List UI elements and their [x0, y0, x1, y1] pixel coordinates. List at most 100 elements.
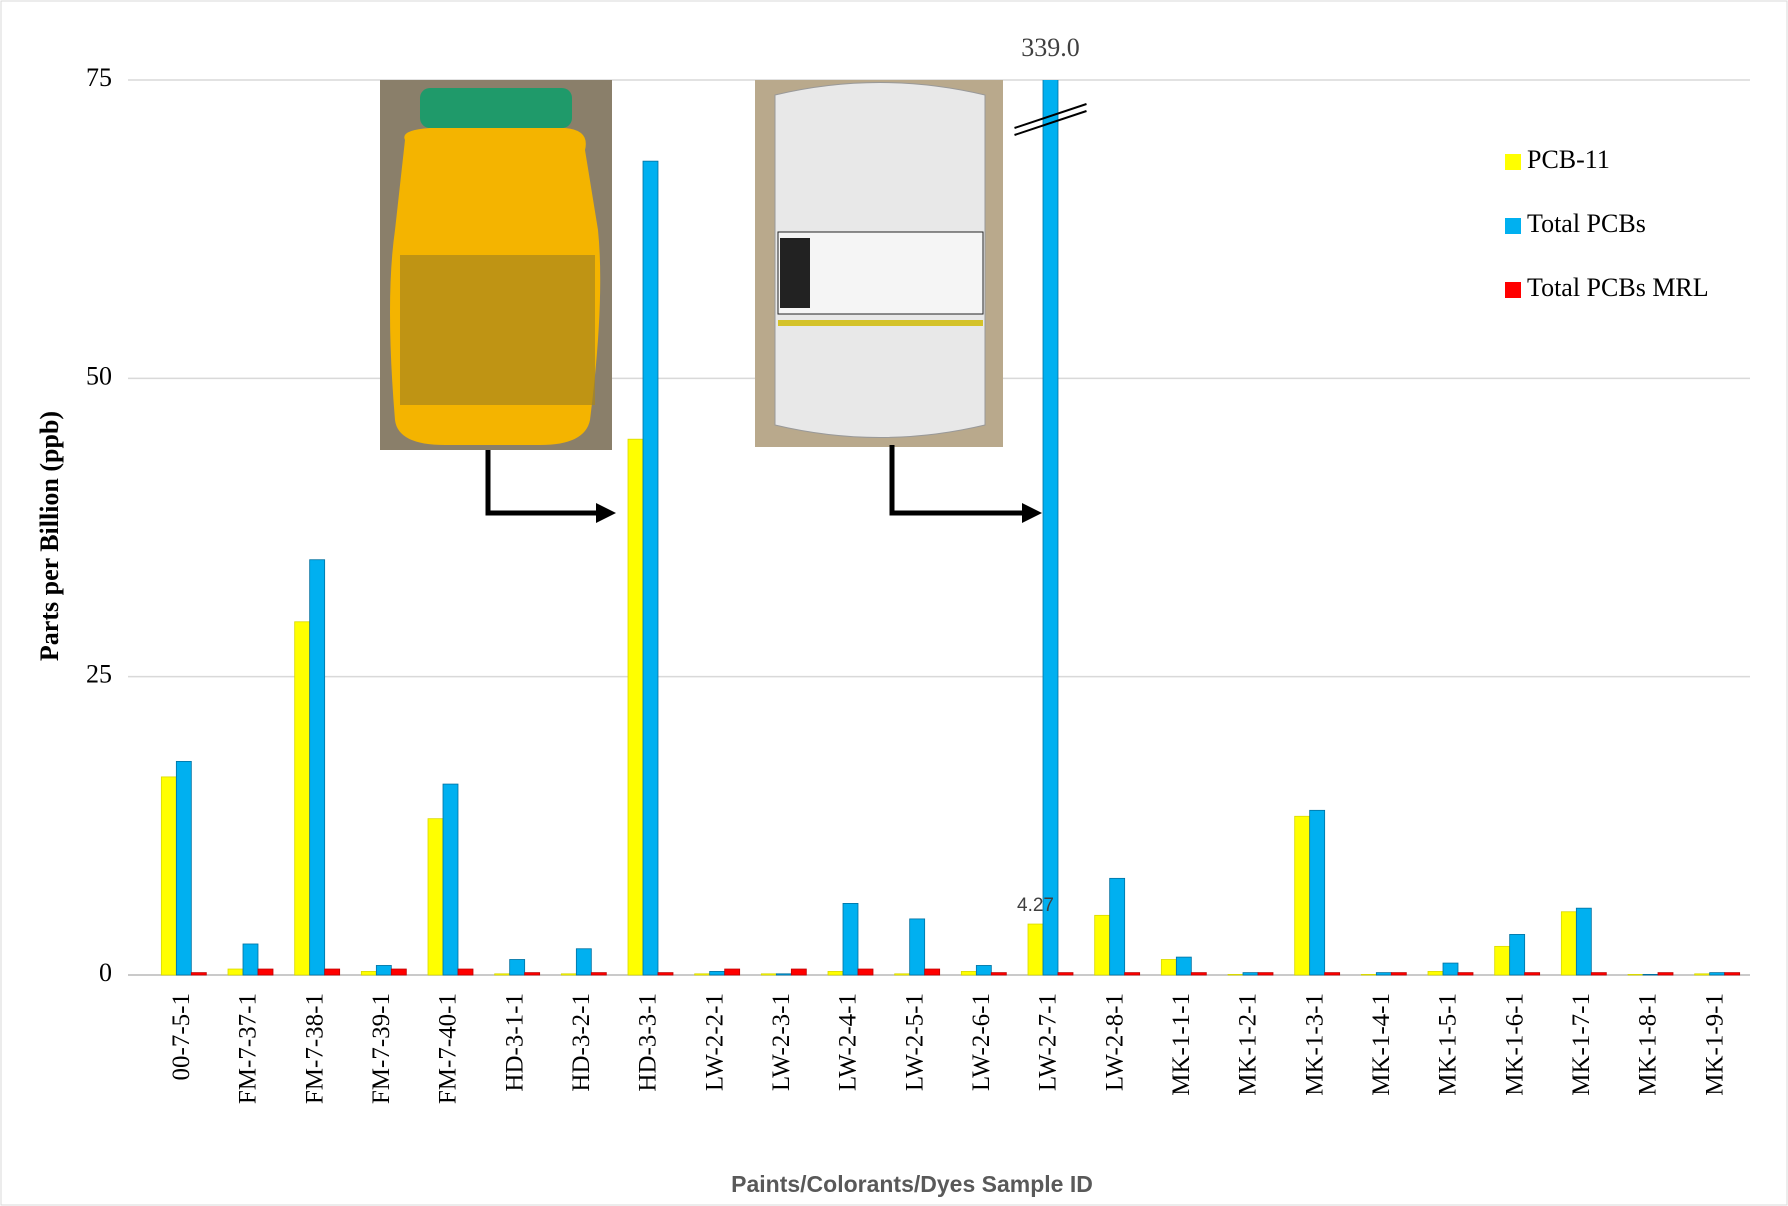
bar	[575, 948, 592, 976]
y-tick-label: 25	[86, 660, 112, 689]
bar	[457, 968, 474, 976]
x-tick-label: MK-1-8-1	[1635, 993, 1662, 1096]
photo-can	[755, 80, 1003, 447]
bar	[1042, 80, 1059, 976]
bar	[1227, 974, 1244, 976]
bar	[190, 972, 207, 976]
bar	[775, 973, 792, 976]
bar	[1524, 972, 1541, 976]
bar	[390, 968, 407, 976]
bar	[1427, 971, 1444, 976]
bar	[427, 818, 444, 976]
bar	[1360, 974, 1377, 976]
x-tick-label: LW-2-7-1	[1035, 993, 1062, 1091]
legend-swatch	[1505, 282, 1521, 298]
bar	[360, 971, 377, 976]
bar	[1590, 972, 1607, 976]
bar	[560, 973, 577, 976]
arrow-head	[596, 503, 616, 523]
data-label: 339.0	[1021, 33, 1080, 62]
bar	[1309, 809, 1326, 976]
bar	[227, 968, 244, 976]
bar	[1324, 972, 1341, 976]
bar	[494, 973, 511, 976]
bar	[1442, 962, 1459, 976]
bar	[1642, 974, 1659, 976]
axis-break	[1014, 110, 1087, 136]
legend-label: Total PCBs	[1527, 209, 1646, 238]
axis-break	[1014, 103, 1087, 129]
x-tick-label: HD-3-3-1	[635, 993, 662, 1092]
bar	[160, 776, 177, 976]
bar	[509, 959, 526, 976]
y-tick-label: 75	[86, 63, 112, 92]
bar	[975, 965, 992, 976]
legend-label: Total PCBs MRL	[1527, 273, 1709, 302]
bar	[257, 968, 274, 976]
bar	[1094, 914, 1111, 976]
x-tick-label: LW-2-6-1	[968, 993, 995, 1091]
x-tick-label: MK-1-3-1	[1301, 993, 1328, 1096]
data-label: 4.27	[1017, 895, 1054, 916]
bar	[1242, 972, 1259, 976]
arrow-head	[1022, 503, 1042, 523]
bar	[1257, 972, 1274, 976]
bar	[1160, 959, 1177, 976]
bar	[894, 973, 911, 976]
bar	[1724, 972, 1741, 976]
bar	[309, 559, 326, 976]
bar	[657, 972, 674, 976]
bar	[1175, 956, 1192, 976]
x-tick-label: MK-1-2-1	[1235, 993, 1262, 1096]
bar	[442, 783, 459, 976]
bar	[694, 973, 711, 976]
bar	[990, 972, 1007, 976]
y-tick-label: 0	[99, 958, 112, 987]
bar	[324, 968, 341, 976]
x-tick-label: FM-7-40-1	[435, 993, 462, 1104]
bar	[1109, 877, 1126, 976]
x-tick-label: FM-7-37-1	[235, 993, 262, 1104]
x-tick-label: HD-3-1-1	[501, 993, 528, 1092]
bar	[709, 971, 726, 976]
bar	[1509, 934, 1526, 976]
bar	[1709, 972, 1726, 976]
bar	[1390, 972, 1407, 976]
bars	[160, 80, 1741, 976]
y-axis-label: Parts per Billion (ppb)	[35, 411, 64, 661]
arrows	[485, 445, 1025, 516]
x-tick-label: MK-1-5-1	[1435, 993, 1462, 1096]
x-tick-label: MK-1-9-1	[1701, 993, 1728, 1096]
bar	[242, 943, 259, 976]
bar	[1457, 972, 1474, 976]
x-tick-label: LW-2-8-1	[1101, 993, 1128, 1091]
y-tick-label: 50	[86, 361, 112, 390]
bar	[1027, 923, 1044, 976]
bar	[1375, 972, 1392, 976]
bar	[1560, 911, 1577, 976]
bar	[924, 968, 941, 976]
bar	[1494, 945, 1511, 976]
x-axis-label: Paints/Colorants/Dyes Sample ID	[731, 1171, 1093, 1197]
x-tick-label: 00-7-5-1	[168, 993, 195, 1080]
x-tick-label: LW-2-5-1	[901, 993, 928, 1091]
x-tick-label: MK-1-7-1	[1568, 993, 1595, 1096]
x-tick-label: LW-2-2-1	[701, 993, 728, 1091]
bar	[1694, 973, 1711, 976]
bar	[175, 760, 192, 976]
legend-swatch	[1505, 218, 1521, 234]
x-tick-label: HD-3-2-1	[568, 993, 595, 1092]
bar	[842, 903, 859, 976]
x-tick-label: MK-1-6-1	[1501, 993, 1528, 1096]
legend-swatch	[1505, 154, 1521, 170]
bar	[1627, 974, 1644, 976]
bar	[1294, 815, 1311, 976]
bar	[1657, 972, 1674, 976]
bar	[1190, 972, 1207, 976]
bar	[375, 965, 392, 976]
bar	[790, 968, 807, 976]
bar	[642, 160, 659, 976]
bar	[827, 971, 844, 976]
bar	[909, 918, 926, 976]
